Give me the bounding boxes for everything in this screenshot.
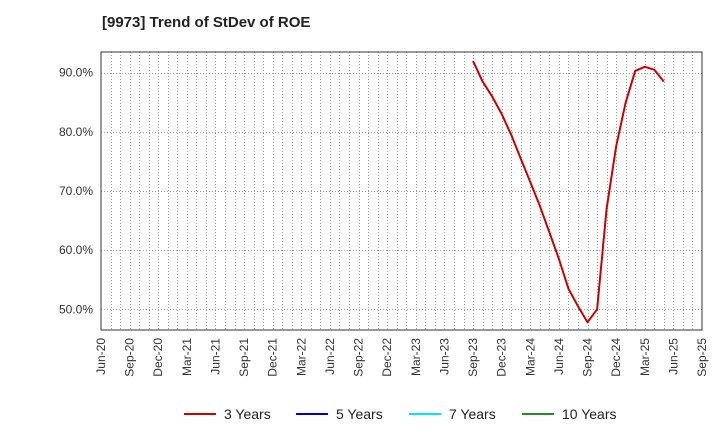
x-tick-label: Jun-20 — [94, 338, 108, 375]
y-axis-ticks: 50.0% 60.0% 70.0% 80.0% 90.0% — [59, 66, 93, 317]
x-tick-label: Mar-21 — [180, 338, 194, 376]
x-tick-label: Jun-22 — [323, 338, 337, 375]
chart-title: [9973] Trend of StDev of ROE — [102, 14, 311, 31]
series-line-3-years — [472, 60, 665, 324]
x-tick-label: Sep-21 — [237, 338, 251, 377]
legend-item-7-years: 7 Years — [409, 404, 496, 424]
y-tick-label: 80.0% — [59, 125, 93, 139]
x-tick-label: Dec-22 — [380, 338, 394, 377]
x-tick-label: Sep-25 — [695, 338, 709, 377]
x-tick-label: Jun-23 — [437, 338, 451, 375]
x-tick-label: Jun-21 — [208, 338, 222, 375]
x-tick-label: Mar-22 — [294, 338, 308, 376]
x-tick-label: Mar-23 — [409, 338, 423, 376]
legend-item-5-years: 5 Years — [296, 404, 383, 424]
x-tick-label: Jun-24 — [552, 338, 566, 375]
legend-item-3-years: 3 Years — [184, 404, 271, 424]
legend-swatch — [409, 413, 441, 415]
legend-label: 7 Years — [449, 406, 496, 422]
y-tick-label: 60.0% — [59, 243, 93, 257]
plot-frame — [100, 51, 703, 331]
x-tick-label: Dec-24 — [609, 338, 623, 377]
legend-swatch — [522, 413, 554, 415]
x-tick-label: Mar-24 — [523, 338, 537, 376]
legend-item-10-years: 10 Years — [522, 404, 617, 424]
legend-label: 10 Years — [562, 406, 617, 422]
legend: 3 Years 5 Years 7 Years 10 Years — [0, 404, 720, 424]
y-tick-label: 50.0% — [59, 302, 93, 316]
y-tick-label: 90.0% — [59, 66, 93, 80]
legend-swatch — [296, 413, 328, 415]
x-tick-label: Sep-22 — [352, 338, 366, 377]
x-tick-label: Sep-20 — [123, 338, 137, 377]
x-tick-label: Mar-25 — [638, 338, 652, 376]
legend-swatch — [184, 413, 216, 415]
x-tick-label: Sep-24 — [581, 338, 595, 377]
x-axis-ticks: Jun-20 Sep-20 Dec-20 Mar-21 Jun-21 Sep-21 Dec-… — [94, 338, 709, 377]
series-lines — [472, 60, 665, 324]
horizontal-gridlines — [101, 73, 702, 310]
x-tick-label: Dec-20 — [151, 338, 165, 377]
legend-label: 3 Years — [224, 406, 271, 422]
x-tick-label: Dec-23 — [495, 338, 509, 377]
y-tick-label: 70.0% — [59, 184, 93, 198]
x-tick-label: Sep-23 — [466, 338, 480, 377]
x-tick-label: Dec-21 — [266, 338, 280, 377]
legend-label: 5 Years — [336, 406, 383, 422]
x-tick-label: Jun-25 — [666, 338, 680, 375]
